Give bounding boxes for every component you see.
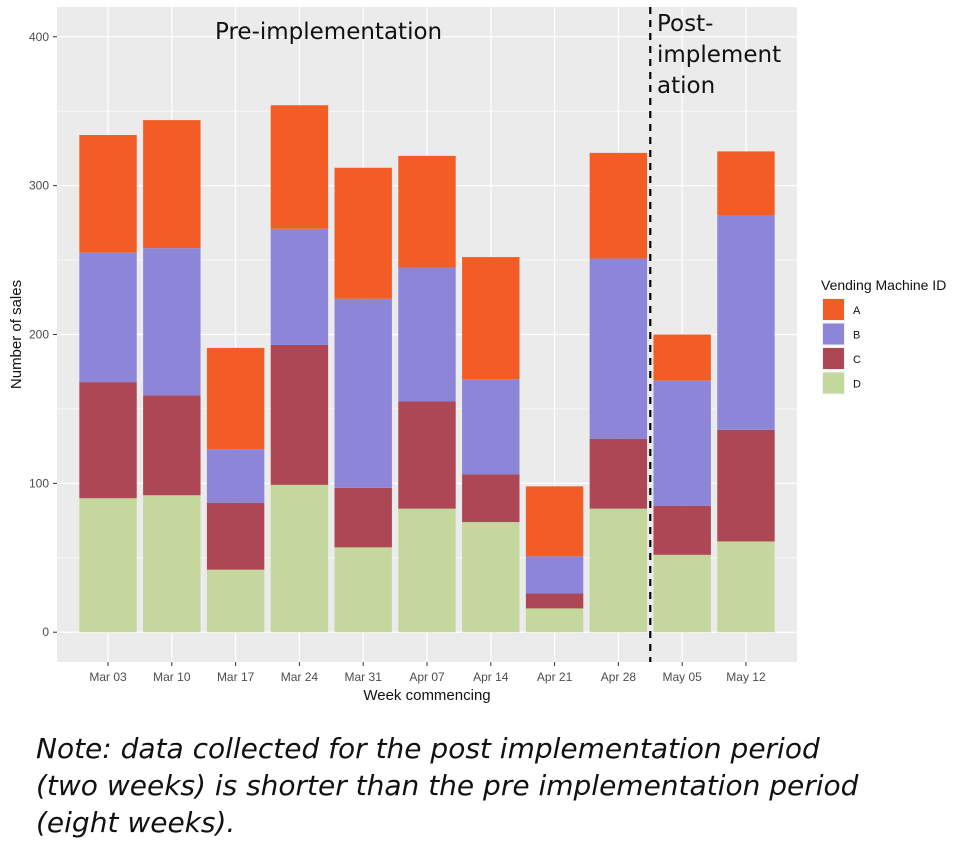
bar-segment-a — [270, 105, 329, 229]
bar-segment-a — [525, 486, 584, 557]
bar-segment-d — [462, 522, 520, 633]
bar-segment-c — [334, 487, 392, 548]
bar-segment-b — [143, 248, 201, 396]
y-tick-label: 400 — [29, 30, 49, 44]
chart: Pre-implementation Post- implement ation… — [8, 7, 946, 704]
footnote-line-1: Note: data collected for the post implem… — [36, 732, 820, 765]
bar-segment-b — [653, 380, 711, 506]
bar-segment-a — [717, 151, 775, 216]
bar-segment-d — [717, 541, 775, 633]
x-tick-label: Mar 17 — [217, 670, 255, 684]
x-tick-label: Mar 03 — [89, 670, 127, 684]
legend-swatch-b — [823, 323, 844, 345]
bar-segment-c — [717, 429, 775, 542]
bar-segment-c — [79, 382, 137, 499]
legend-label-c: C — [853, 354, 861, 366]
bar-segment-d — [525, 608, 584, 633]
x-tick-label: Apr 14 — [473, 670, 509, 684]
pre-implementation-label: Pre-implementation — [215, 19, 442, 45]
y-tick-label: 200 — [29, 328, 49, 342]
bar-segment-b — [589, 258, 648, 439]
bar-segment-d — [653, 554, 711, 633]
bar-segment-a — [589, 152, 648, 259]
legend-swatch-c — [823, 348, 844, 369]
bar-segment-c — [143, 395, 201, 496]
bar-segment-b — [334, 298, 392, 488]
bar-segment-a — [653, 334, 711, 381]
legend-label-a: A — [853, 305, 861, 317]
bar-segment-d — [206, 569, 265, 633]
bar-segment-d — [79, 498, 137, 633]
bar-segment-c — [525, 593, 584, 609]
x-tick-label: May 12 — [726, 670, 766, 684]
x-tick-label: Apr 21 — [537, 670, 573, 684]
x-tick-label: Mar 31 — [345, 670, 383, 684]
x-tick-label: Mar 24 — [281, 670, 319, 684]
x-tick-label: Apr 07 — [409, 670, 445, 684]
bar-segment-c — [462, 474, 520, 523]
bar-segment-a — [143, 120, 201, 249]
bar-segment-a — [462, 257, 520, 380]
bar-segment-d — [270, 484, 329, 633]
bars — [79, 105, 775, 633]
bar-segment-c — [653, 505, 711, 555]
post-implementation-label-line-3: ation — [657, 73, 715, 99]
bar-segment-d — [143, 495, 201, 633]
bar-segment-b — [79, 252, 137, 383]
bar-segment-b — [525, 556, 584, 594]
bar-segment-b — [206, 449, 265, 503]
legend-swatch-a — [823, 299, 844, 320]
legend-label-d: D — [853, 379, 861, 391]
footnote-line-3: (eight weeks). — [36, 806, 236, 839]
bar-segment-c — [398, 401, 456, 509]
y-axis-ticks: 0 100 200 300 400 — [29, 30, 57, 639]
x-tick-label: Apr 28 — [601, 670, 637, 684]
bar-segment-a — [79, 135, 137, 253]
bar-segment-d — [589, 508, 648, 633]
y-tick-label: 100 — [29, 476, 49, 490]
x-tick-label: Mar 10 — [153, 670, 191, 684]
legend: A BC D — [822, 298, 861, 395]
bar-segment-c — [206, 502, 265, 570]
bar-segment-a — [334, 167, 392, 299]
legend-label-b: B — [853, 330, 860, 342]
y-tick-label: 0 — [42, 625, 49, 639]
bar-segment-c — [589, 438, 648, 509]
post-implementation-label-line-2: implement — [657, 42, 781, 68]
footnote-line-2: (two weeks) is shorter than the pre impl… — [36, 769, 859, 802]
bar-segment-a — [398, 155, 456, 268]
x-axis-title: Week commencing — [363, 687, 490, 704]
bar-segment-a — [206, 347, 265, 450]
bar-segment-c — [270, 344, 329, 485]
legend-title: Vending Machine ID — [821, 277, 946, 293]
bar-segment-d — [334, 547, 392, 633]
legend-swatch-d — [823, 372, 844, 394]
bar-segment-d — [398, 508, 456, 633]
x-axis-ticks: Mar 03 Mar 10 Mar 17 Mar 24 Mar 31 Apr 07 Apr … — [89, 662, 766, 684]
y-axis-title: Number of sales — [8, 280, 25, 389]
bar-segment-b — [717, 215, 775, 430]
y-tick-label: 300 — [29, 179, 49, 193]
bar-segment-b — [462, 379, 520, 475]
bar-segment-b — [398, 267, 456, 402]
bar-segment-b — [270, 228, 329, 345]
post-implementation-label-line-1: Post- — [657, 11, 713, 37]
x-tick-label: May 05 — [662, 670, 702, 684]
footnote: Note: data collected for the post implem… — [36, 730, 956, 841]
